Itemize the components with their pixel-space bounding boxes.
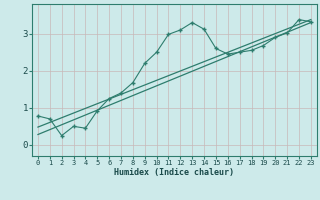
X-axis label: Humidex (Indice chaleur): Humidex (Indice chaleur) — [115, 168, 234, 177]
